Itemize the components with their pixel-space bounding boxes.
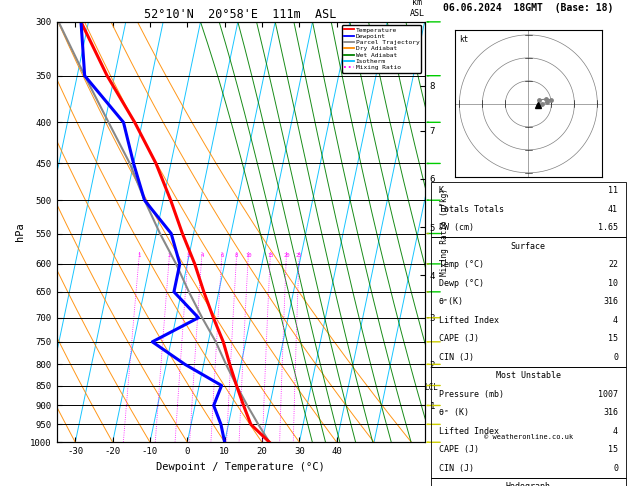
Text: Most Unstable: Most Unstable: [496, 371, 561, 381]
Text: 10: 10: [245, 253, 252, 258]
Text: 15: 15: [608, 334, 618, 343]
Bar: [431, 478, 626, 486]
Text: θᵉ (K): θᵉ (K): [438, 408, 469, 417]
Text: © weatheronline.co.uk: © weatheronline.co.uk: [484, 434, 573, 440]
Bar: [431, 366, 626, 478]
Y-axis label: hPa: hPa: [14, 223, 25, 242]
Text: 15: 15: [267, 253, 274, 258]
Text: CIN (J): CIN (J): [438, 464, 474, 473]
Text: 4: 4: [200, 253, 203, 258]
Text: 0: 0: [613, 353, 618, 362]
Text: CIN (J): CIN (J): [438, 353, 474, 362]
Text: Lifted Index: Lifted Index: [438, 427, 499, 436]
Text: 41: 41: [608, 205, 618, 214]
Text: Temp (°C): Temp (°C): [438, 260, 484, 269]
Text: CAPE (J): CAPE (J): [438, 334, 479, 343]
Text: 316: 316: [603, 297, 618, 306]
Text: Surface: Surface: [511, 242, 546, 251]
Text: 10: 10: [608, 279, 618, 288]
Text: K: K: [438, 186, 443, 195]
Text: 1007: 1007: [598, 390, 618, 399]
Text: 4: 4: [613, 427, 618, 436]
Text: Lifted Index: Lifted Index: [438, 316, 499, 325]
Text: Mixing Ratio (g/kg): Mixing Ratio (g/kg): [440, 188, 449, 276]
Text: 6: 6: [220, 253, 223, 258]
Text: 20: 20: [283, 253, 289, 258]
Text: 15: 15: [608, 445, 618, 454]
Text: θᵉ(K): θᵉ(K): [438, 297, 464, 306]
Text: Hodograph: Hodograph: [506, 482, 551, 486]
Text: 4: 4: [613, 316, 618, 325]
Legend: Temperature, Dewpoint, Parcel Trajectory, Dry Adiabat, Wet Adiabat, Isotherm, Mi: Temperature, Dewpoint, Parcel Trajectory…: [342, 25, 421, 72]
X-axis label: Dewpoint / Temperature (°C): Dewpoint / Temperature (°C): [156, 462, 325, 472]
Text: Totals Totals: Totals Totals: [438, 205, 504, 214]
Text: 316: 316: [603, 408, 618, 417]
Bar: [431, 182, 626, 237]
Text: Pressure (mb): Pressure (mb): [438, 390, 504, 399]
Text: 11: 11: [608, 186, 618, 195]
Bar: [431, 237, 626, 366]
Text: CAPE (J): CAPE (J): [438, 445, 479, 454]
Text: 25: 25: [296, 253, 303, 258]
Title: 52°10'N  20°58'E  111m  ASL: 52°10'N 20°58'E 111m ASL: [145, 8, 337, 21]
Text: 8: 8: [235, 253, 238, 258]
Text: LCL: LCL: [425, 383, 438, 392]
Text: PW (cm): PW (cm): [438, 224, 474, 232]
Text: km
ASL: km ASL: [409, 0, 425, 17]
Text: 22: 22: [608, 260, 618, 269]
Text: 06.06.2024  18GMT  (Base: 18): 06.06.2024 18GMT (Base: 18): [443, 3, 613, 14]
Text: 1: 1: [138, 253, 141, 258]
Text: 1.65: 1.65: [598, 224, 618, 232]
Text: 0: 0: [613, 464, 618, 473]
Text: 2: 2: [168, 253, 171, 258]
Text: 3: 3: [186, 253, 190, 258]
Text: Dewp (°C): Dewp (°C): [438, 279, 484, 288]
